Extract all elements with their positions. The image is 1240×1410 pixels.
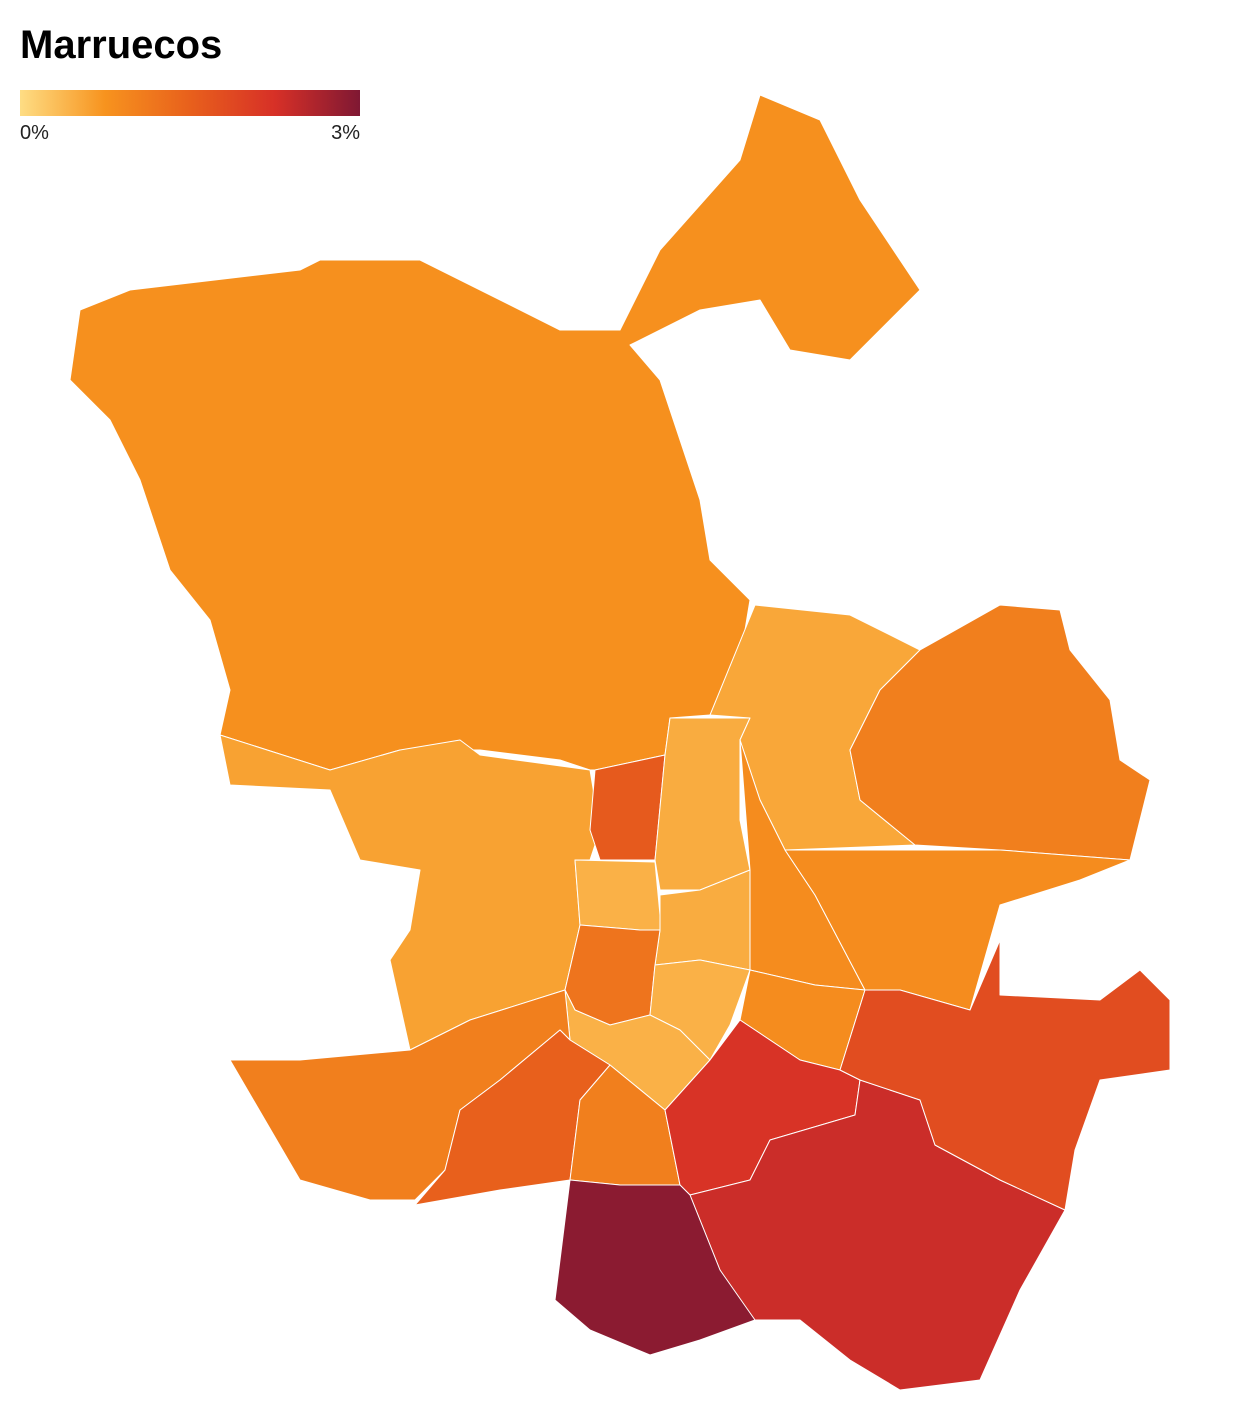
district bbox=[574, 859, 661, 931]
legend-gradient bbox=[20, 90, 360, 116]
district bbox=[589, 754, 666, 861]
district bbox=[839, 939, 1171, 1211]
district bbox=[69, 94, 921, 771]
district bbox=[554, 1179, 756, 1356]
district bbox=[564, 924, 661, 1026]
district bbox=[849, 604, 1151, 861]
map-title: Marruecos bbox=[20, 23, 222, 67]
regions bbox=[69, 94, 1171, 1391]
district bbox=[654, 717, 751, 891]
legend-label: 3% bbox=[331, 122, 360, 144]
legend-label: 0% bbox=[20, 122, 49, 144]
district bbox=[784, 849, 1131, 1011]
